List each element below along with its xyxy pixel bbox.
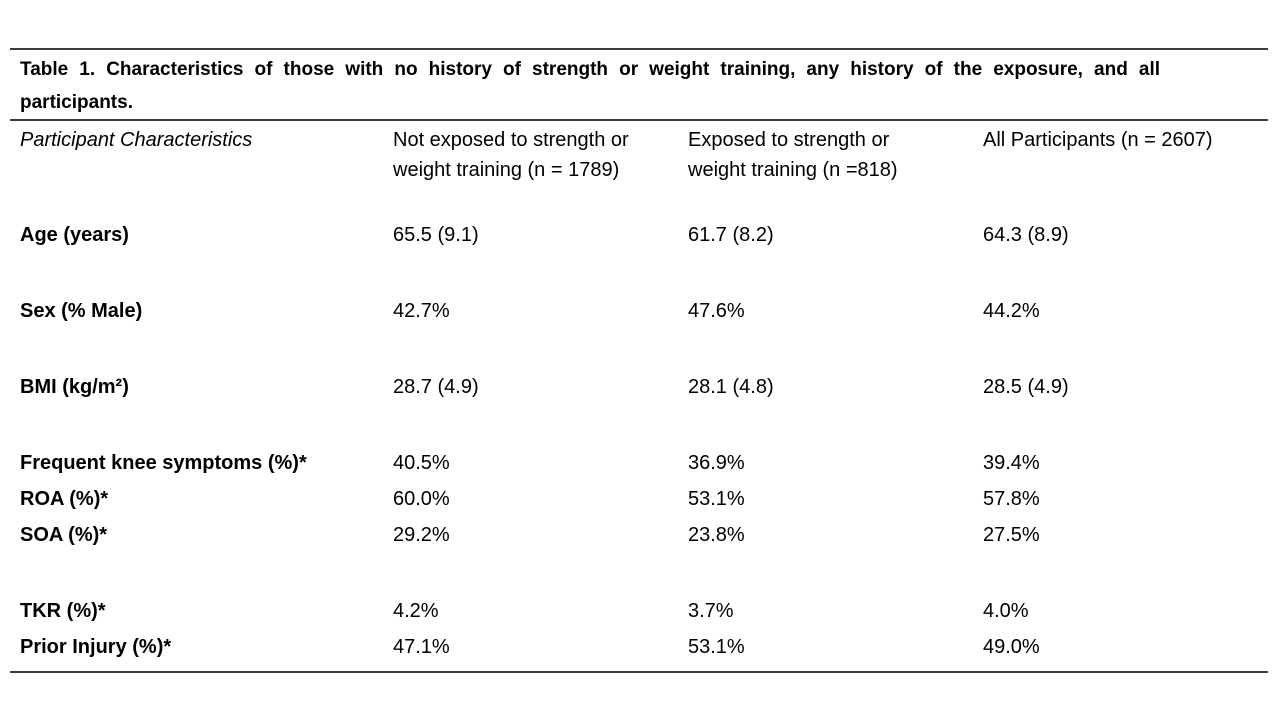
row-label: ROA (%)*: [20, 488, 109, 510]
cell-value: 42.7%: [393, 300, 450, 322]
cell-value: 64.3 (8.9): [983, 224, 1069, 246]
table-row-frequent-knee-symptoms: Frequent knee symptoms (%)* 40.5% 36.9% …: [10, 451, 1268, 475]
table-row-age: Age (years) 65.5 (9.1) 61.7 (8.2) 64.3 (…: [10, 223, 1268, 247]
cell-value: 49.0%: [983, 636, 1040, 658]
cell-value: 3.7%: [688, 600, 734, 622]
cell-value: 23.8%: [688, 524, 745, 546]
row-label: BMI (kg/m²): [20, 376, 129, 398]
row-label: Frequent knee symptoms (%)*: [20, 452, 307, 474]
cell-value: 27.5%: [983, 524, 1040, 546]
table-1: Table 1. Characteristics of those with n…: [10, 48, 1268, 673]
cell-value: 28.5 (4.9): [983, 376, 1069, 398]
cell-value: 65.5 (9.1): [393, 224, 479, 246]
column-header-exposed: Exposed to strength or weight training (…: [688, 129, 898, 181]
table-bottom-rule: [10, 671, 1268, 673]
cell-value: 47.1%: [393, 636, 450, 658]
row-label: Prior Injury (%)*: [20, 636, 172, 658]
cell-value: 28.1 (4.8): [688, 376, 774, 398]
cell-value: 60.0%: [393, 488, 450, 510]
column-header-not-exposed: Not exposed to strength or weight traini…: [393, 129, 629, 181]
row-label: Age (years): [20, 224, 129, 246]
table-row-tkr: TKR (%)* 4.2% 3.7% 4.0%: [10, 599, 1268, 623]
cell-value: 61.7 (8.2): [688, 224, 774, 246]
table-row-sex: Sex (% Male) 42.7% 47.6% 44.2%: [10, 299, 1268, 323]
cell-value: 57.8%: [983, 488, 1040, 510]
row-label: SOA (%)*: [20, 524, 108, 546]
cell-value: 4.2%: [393, 600, 439, 622]
cell-value: 39.4%: [983, 452, 1040, 474]
table-caption-line-2: participants.: [20, 92, 133, 113]
table-row-bmi: BMI (kg/m²) 28.7 (4.9) 28.1 (4.8) 28.5 (…: [10, 375, 1268, 399]
row-label: Sex (% Male): [20, 300, 143, 322]
table-caption-line-1: Table 1. Characteristics of those with n…: [20, 59, 1160, 80]
cell-value: 40.5%: [393, 452, 450, 474]
cell-value: 44.2%: [983, 300, 1040, 322]
cell-value: 28.7 (4.9): [393, 376, 479, 398]
table-header-row: Participant Characteristics Not exposed …: [10, 121, 1268, 185]
cell-value: 36.9%: [688, 452, 745, 474]
cell-value: 47.6%: [688, 300, 745, 322]
row-label: TKR (%)*: [20, 600, 106, 622]
table-row-roa: ROA (%)* 60.0% 53.1% 57.8%: [10, 487, 1268, 511]
column-header-participant-characteristics: Participant Characteristics: [20, 129, 253, 151]
table-row-soa: SOA (%)* 29.2% 23.8% 27.5%: [10, 523, 1268, 547]
table-row-prior-injury: Prior Injury (%)* 47.1% 53.1% 49.0%: [10, 635, 1268, 659]
table-caption: Table 1. Characteristics of those with n…: [10, 48, 1268, 121]
column-header-all-participants: All Participants (n = 2607): [983, 129, 1213, 151]
cell-value: 53.1%: [688, 636, 745, 658]
cell-value: 4.0%: [983, 600, 1029, 622]
cell-value: 53.1%: [688, 488, 745, 510]
cell-value: 29.2%: [393, 524, 450, 546]
